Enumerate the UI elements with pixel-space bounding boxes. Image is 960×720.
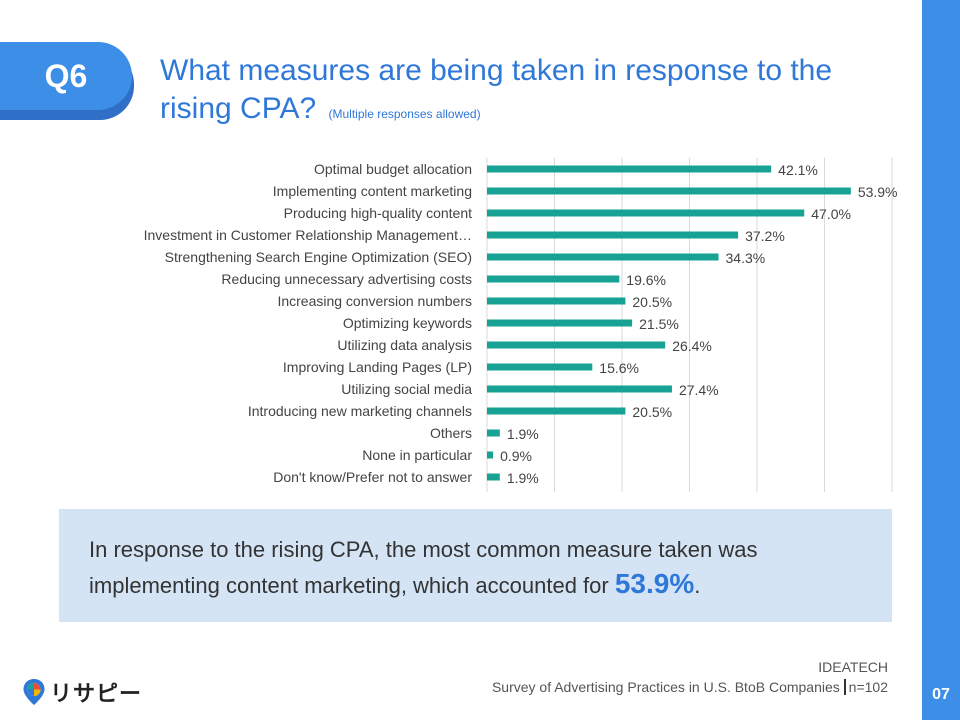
page-title: What measures are being taken in respons…: [160, 52, 900, 133]
value-label: 47.0%: [811, 206, 851, 222]
category-label: Strengthening Search Engine Optimization…: [165, 249, 472, 265]
value-label: 1.9%: [507, 426, 539, 442]
bar: [487, 209, 805, 217]
category-label: Others: [430, 425, 472, 441]
brand-logo: リサピー: [22, 676, 142, 708]
category-label: Increasing conversion numbers: [277, 293, 472, 309]
summary-text: In response to the rising CPA, the most …: [89, 533, 879, 603]
value-label: 15.6%: [599, 360, 639, 376]
location-pin-icon: [23, 679, 45, 705]
right-accent-bar: [922, 0, 960, 720]
bar: [487, 165, 772, 173]
bar: [487, 297, 626, 305]
value-label: 34.3%: [726, 250, 766, 266]
category-label: Improving Landing Pages (LP): [283, 359, 472, 375]
bar: [487, 407, 626, 415]
bar: [487, 363, 593, 371]
value-label: 19.6%: [626, 272, 666, 288]
value-label: 21.5%: [639, 316, 679, 332]
bar: [487, 253, 719, 261]
bar: [487, 385, 672, 393]
value-label: 1.9%: [507, 470, 539, 486]
source-company: IDEATECH: [818, 659, 888, 675]
source-survey-line: Survey of Advertising Practices in U.S. …: [492, 677, 888, 697]
value-label: 42.1%: [778, 162, 818, 178]
bar: [487, 231, 739, 239]
category-label: Implementing content marketing: [273, 183, 472, 199]
bar: [487, 341, 666, 349]
bar: [487, 275, 620, 283]
value-label: 27.4%: [679, 382, 719, 398]
page-number: 07: [932, 686, 950, 703]
bar: [487, 451, 494, 459]
value-label: 20.5%: [632, 294, 672, 310]
category-label: Utilizing data analysis: [337, 337, 472, 353]
category-label: Optimal budget allocation: [314, 161, 472, 177]
summary-box: In response to the rising CPA, the most …: [59, 509, 892, 622]
category-label: Optimizing keywords: [343, 315, 472, 331]
summary-highlight: 53.9%: [614, 568, 695, 599]
source-sample: n=102: [843, 679, 888, 695]
value-label: 37.2%: [745, 228, 785, 244]
title-subtitle: (Multiple responses allowed): [328, 107, 481, 121]
logo-text: リサピー: [50, 681, 143, 706]
bar: [487, 187, 851, 195]
source-note: IDEATECH Survey of Advertising Practices…: [492, 657, 888, 697]
value-label: 53.9%: [858, 184, 898, 200]
bar-chart: Optimal budget allocation 42.1% Implementi…: [144, 158, 898, 492]
category-label: None in particular: [362, 447, 472, 463]
source-survey: Survey of Advertising Practices in U.S. …: [491, 679, 840, 695]
question-badge: Q6: [0, 42, 132, 110]
bar: [487, 473, 500, 481]
category-label: Introducing new marketing channels: [248, 403, 472, 419]
bar: [487, 429, 500, 437]
summary-text-before: In response to the rising CPA, the most …: [89, 537, 758, 598]
value-label: 26.4%: [672, 338, 712, 354]
value-label: 0.9%: [500, 448, 532, 464]
bar: [487, 319, 633, 327]
category-label: Producing high-quality content: [284, 205, 472, 221]
title-main: What measures are being taken in respons…: [160, 54, 833, 125]
category-label: Utilizing social media: [341, 381, 472, 397]
category-label: Investment in Customer Relationship Mana…: [144, 227, 472, 243]
category-label: Don't know/Prefer not to answer: [273, 469, 472, 485]
value-label: 20.5%: [632, 404, 672, 420]
summary-text-after: .: [694, 573, 701, 598]
category-label: Reducing unnecessary advertising costs: [221, 271, 472, 287]
